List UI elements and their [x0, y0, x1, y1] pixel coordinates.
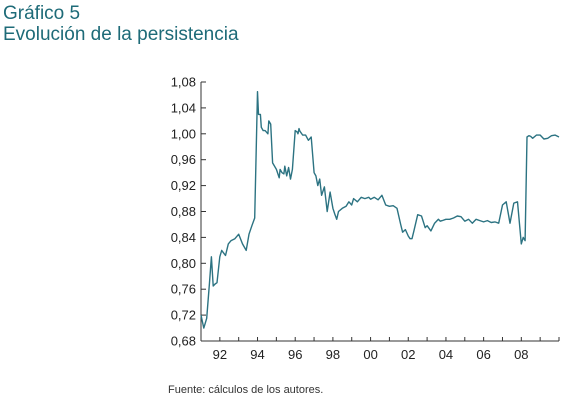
line-chart: 1,08 1,04 1,00 0,96 0,92 0,88 0,84 0,80 0,76 0,72…: [171, 75, 560, 362]
x-tick-label: 94: [250, 347, 264, 362]
y-tick-label: 0,68: [171, 334, 196, 349]
y-tick-label: 1,08: [171, 75, 196, 90]
chart-subtitle: Evolución de la persistencia: [3, 24, 239, 45]
x-tick-label: 00: [363, 347, 377, 362]
y-tick-label: 0,80: [171, 256, 196, 271]
x-tick-label: 08: [514, 347, 528, 362]
y-axis-ticks: 1,08 1,04 1,00 0,96 0,92 0,88 0,84 0,80 0,76 0,72…: [171, 75, 206, 349]
x-tick-label: 02: [401, 347, 415, 362]
x-tick-label: 92: [213, 347, 227, 362]
x-tick-label: 96: [288, 347, 302, 362]
x-axis-ticks: 92 94 96 98 00 02 04 06 08: [200, 337, 560, 362]
y-tick-label: 0,88: [171, 204, 196, 219]
series-line-0: [200, 90, 560, 329]
x-tick-label: 98: [326, 347, 340, 362]
source-note: Fuente: cálculos de los autores.: [168, 384, 324, 396]
y-tick-label: 0,92: [171, 178, 196, 193]
y-tick-label: 1,04: [171, 100, 196, 115]
y-tick-label: 0,76: [171, 282, 196, 297]
series-group: [200, 90, 560, 329]
y-tick-label: 0,72: [171, 308, 196, 323]
x-tick-label: 06: [476, 347, 490, 362]
y-tick-label: 0,96: [171, 152, 196, 167]
y-tick-label: 0,84: [171, 230, 196, 245]
x-tick-label: 04: [439, 347, 453, 362]
y-tick-label: 1,00: [171, 126, 196, 141]
chart-title: Gráfico 5: [3, 3, 81, 24]
